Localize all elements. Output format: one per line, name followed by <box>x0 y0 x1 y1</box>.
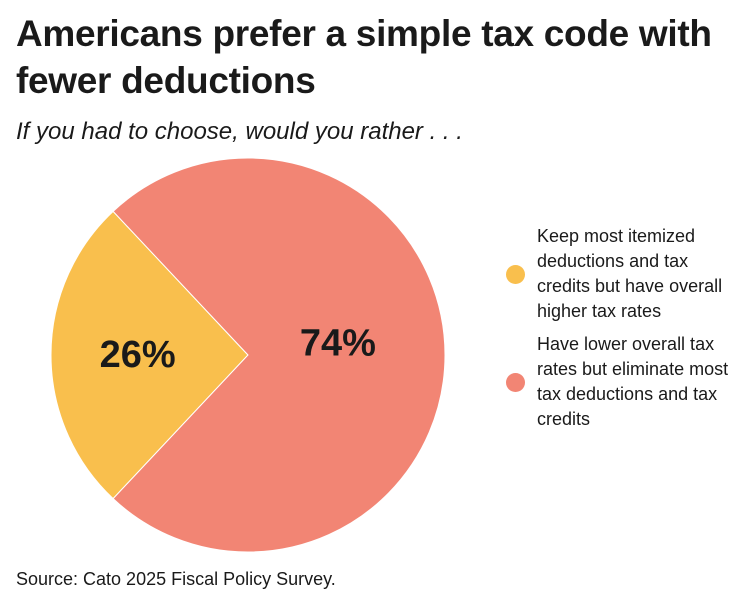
legend-swatch-lower-rates <box>506 372 525 392</box>
legend-item-keep-deductions: Keep most itemized deductions and tax cr… <box>506 224 736 324</box>
pie-slices <box>50 157 446 553</box>
source-note: Source: Cato 2025 Fiscal Policy Survey. <box>16 569 336 589</box>
legend-label-keep-deductions: Keep most itemized deductions and tax cr… <box>537 226 723 321</box>
pie-slice-labels: 26% 74% <box>100 322 376 376</box>
legend-item-lower-rates: Have lower overall tax rates but elimina… <box>506 332 736 432</box>
legend-swatch-keep-deductions <box>506 264 525 284</box>
pie-slice-keep-deductions <box>50 210 249 500</box>
pie-label-keep-deductions: 26% <box>100 334 176 376</box>
chart-title: Americans prefer a simple tax code with … <box>16 13 712 101</box>
legend-label-lower-rates: Have lower overall tax rates but elimina… <box>537 334 729 429</box>
pie-label-lower-rates: 74% <box>300 322 376 364</box>
pie-slice-lower-rates <box>112 157 446 553</box>
chart-subtitle: If you had to choose, would you rather .… <box>16 118 463 145</box>
legend: Keep most itemized deductions and tax cr… <box>506 224 736 440</box>
